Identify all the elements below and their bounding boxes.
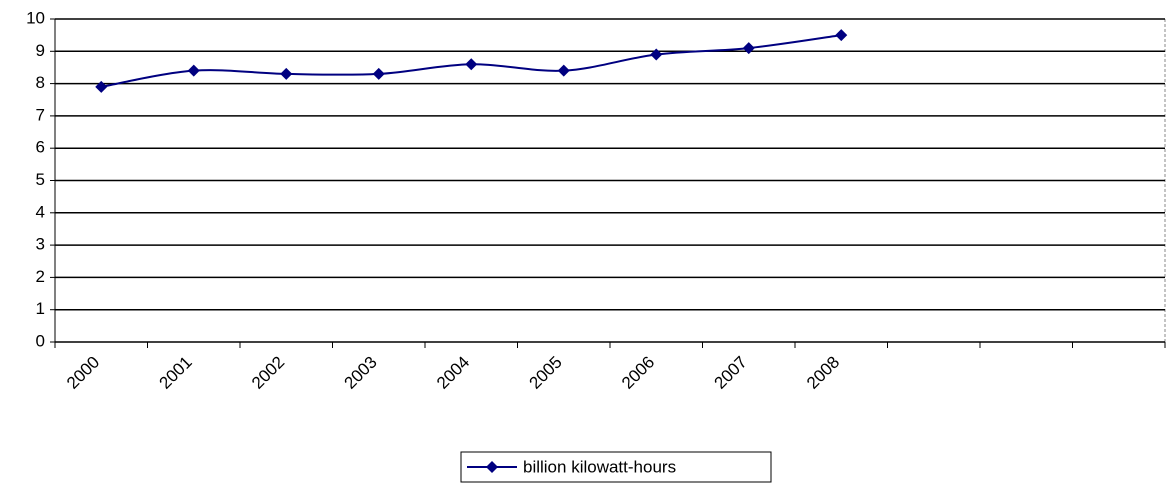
data-point [465,58,478,71]
x-tick-label: 2005 [526,353,566,393]
legend-marker [486,461,498,473]
data-point [95,80,108,93]
data-point [650,48,663,61]
y-tick-label: 4 [36,202,45,221]
x-tick-label: 2004 [433,353,473,393]
y-tick-label: 9 [36,41,45,60]
legend-label: billion kilowatt-hours [523,457,676,476]
y-tick-label: 10 [26,8,45,27]
data-point [742,42,755,55]
x-tick-label: 2007 [711,353,751,393]
y-tick-label: 2 [36,267,45,286]
x-tick-label: 2000 [63,353,103,393]
y-tick-label: 7 [36,105,45,124]
y-tick-label: 3 [36,235,45,254]
data-point [280,67,293,80]
y-tick-label: 1 [36,299,45,318]
data-point [835,29,848,42]
x-tick-label: 2006 [618,353,658,393]
x-tick-label: 2008 [803,353,843,393]
data-point [557,64,570,77]
data-point [372,67,385,80]
y-tick-label: 5 [36,170,45,189]
y-tick-label: 8 [36,73,45,92]
x-tick-label: 2003 [341,353,381,393]
data-point [187,64,200,77]
y-tick-label: 0 [36,331,45,350]
x-tick-label: 2001 [156,353,196,393]
y-tick-label: 6 [36,138,45,157]
x-tick-label: 2002 [248,353,288,393]
